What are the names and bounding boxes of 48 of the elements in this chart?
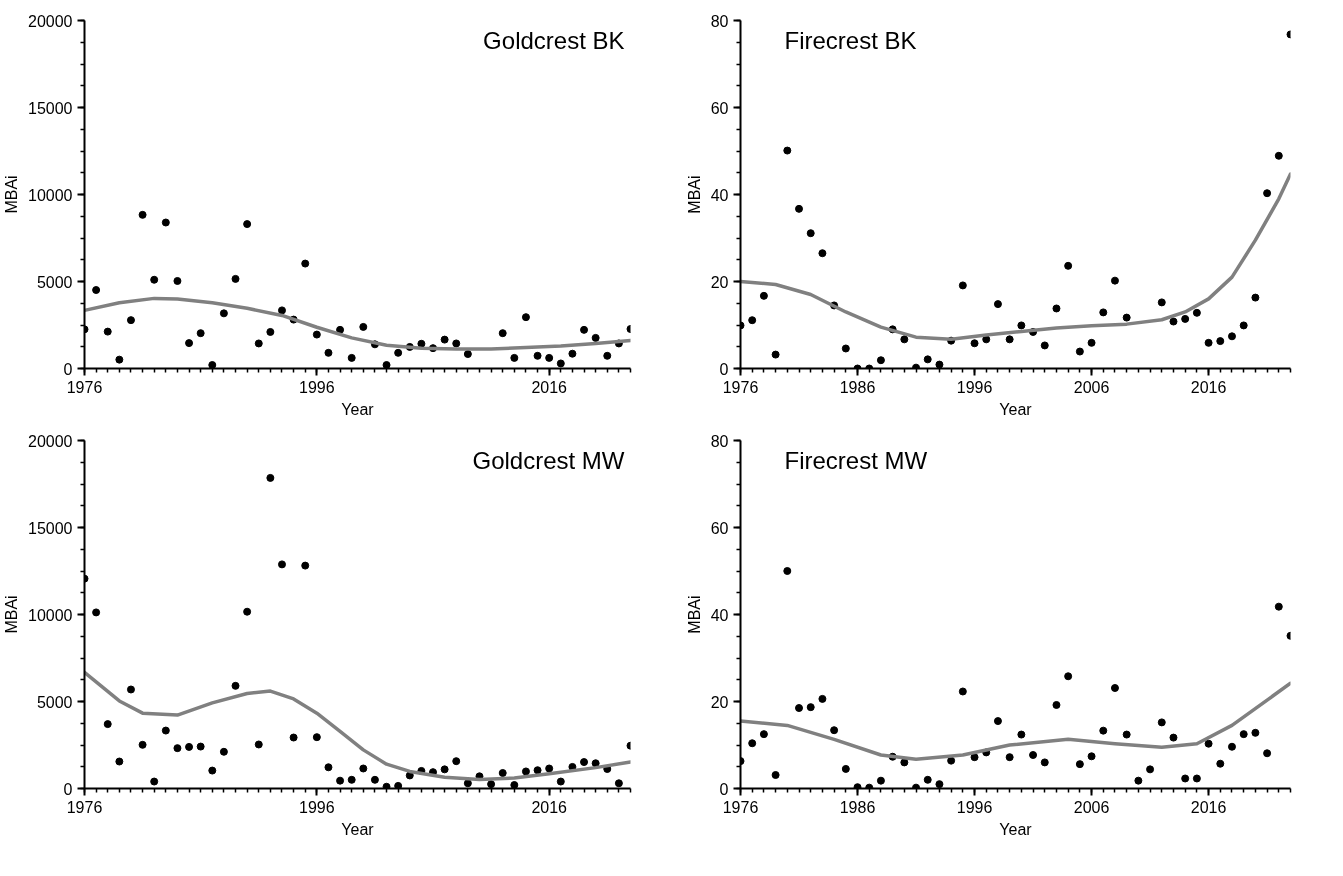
x-tick-label: 1976 [66,378,103,396]
x-axis-title: Year [999,820,1033,838]
chart-title: Goldcrest BK [483,26,625,54]
y-axis-title: MBAi [685,175,703,214]
y-tick-label: 40 [710,186,729,204]
y-tick-label: 15000 [28,519,73,537]
x-tick-label: 1976 [722,378,759,396]
y-tick-label: 5000 [36,693,73,711]
y-tick-label: 40 [710,606,729,624]
chart-title: Goldcrest MW [472,446,625,474]
chart-title: Firecrest MW [784,446,928,474]
y-tick-label: 0 [719,780,729,798]
y-tick-label: 20000 [28,12,73,30]
y-tick-label: 20 [710,693,729,711]
y-tick-label: 60 [710,99,729,117]
y-tick-label: 10000 [28,186,73,204]
y-tick-label: 15000 [28,99,73,117]
x-tick-label: 2016 [1190,798,1227,816]
x-tick-label: 2016 [531,378,568,396]
y-tick-label: 5000 [36,273,73,291]
y-tick-label: 80 [710,432,729,450]
x-tick-label: 2006 [1073,798,1110,816]
y-tick-label: 0 [719,360,729,378]
x-tick-label: 1996 [299,798,335,816]
y-tick-label: 20000 [28,432,73,450]
chart-title: Firecrest BK [784,26,917,54]
y-tick-label: 80 [710,12,729,30]
x-axis-title: Year [999,400,1033,418]
x-tick-label: 2016 [531,798,568,816]
y-tick-label: 20 [710,273,729,291]
y-axis-title: MBAi [3,175,21,214]
y-tick-label: 60 [710,519,729,537]
x-tick-label: 1996 [956,798,993,816]
x-tick-label: 1986 [839,378,876,396]
y-tick-label: 10000 [28,606,73,624]
x-tick-label: 1976 [722,798,759,816]
x-axis-title: Year [341,820,375,838]
y-tick-label: 0 [63,360,73,378]
y-axis-title: MBAi [3,595,21,634]
x-tick-label: 2006 [1073,378,1110,396]
x-tick-label: 1976 [66,798,103,816]
x-tick-label: 1996 [299,378,335,396]
x-axis-title: Year [341,400,375,418]
x-tick-label: 1996 [956,378,993,396]
y-tick-label: 0 [63,780,73,798]
y-axis-title: MBAi [685,595,703,634]
x-tick-label: 2016 [1190,378,1227,396]
x-tick-label: 1986 [839,798,876,816]
